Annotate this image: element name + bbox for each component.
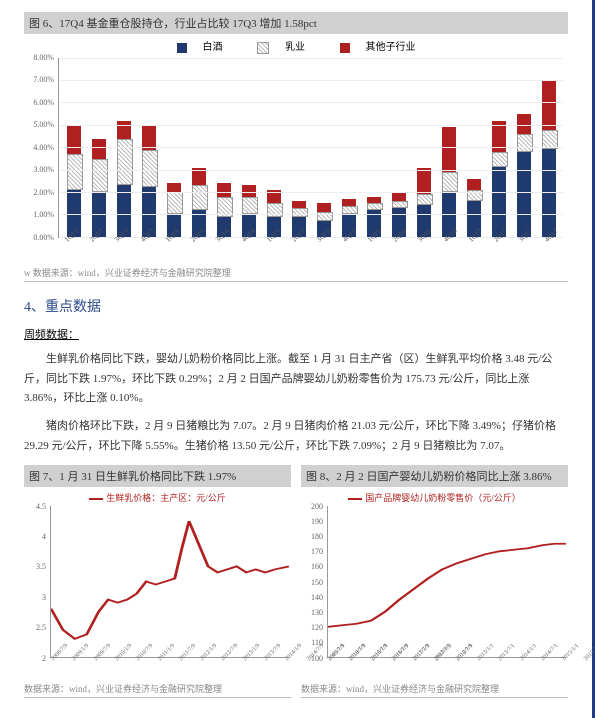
legend-label-dairy: 乳业 bbox=[285, 42, 305, 53]
subheader: 周频数据： bbox=[24, 326, 568, 342]
fig8-source: 数据来源：wind，兴业证券经济与金融研究院整理 bbox=[301, 680, 568, 698]
legend-label-other: 其他子行业 bbox=[366, 42, 416, 53]
para2: 猪肉价格环比下跌，2 月 9 日猪粮比为 7.07。2 月 9 日猪肉价格 21… bbox=[24, 417, 568, 457]
fig6-chart: 0.00%1.00%2.00%3.00%4.00%5.00%6.00%7.00%… bbox=[24, 58, 568, 258]
section4-title: 4、重点数据 bbox=[24, 296, 568, 316]
fig6-source: w 数据来源：wind，兴业证券经济与金融研究院整理 bbox=[24, 264, 568, 282]
fig7-chart: 22.533.544.5 2008/7/92009/1/92009/7/9201… bbox=[24, 506, 291, 676]
legend-box-dairy bbox=[257, 42, 269, 54]
legend-label-baijiu: 白酒 bbox=[203, 42, 223, 53]
fig6-legend: 白酒 乳业 其他子行业 bbox=[24, 38, 568, 54]
fig6-title: 图 6、17Q4 基金重仓股持仓，行业占比较 17Q3 增加 1.58pct bbox=[24, 12, 568, 34]
legend-box-other bbox=[340, 43, 350, 53]
legend-box-baijiu bbox=[177, 43, 187, 53]
para1: 生鲜乳价格同比下跌，婴幼儿奶粉价格同比上涨。截至 1 月 31 日主产省（区）生… bbox=[24, 350, 568, 409]
fig7-source: 数据来源：wind，兴业证券经济与金融研究院整理 bbox=[24, 680, 291, 698]
fig8-chart: 100110120130140150160170180190200 2009/7… bbox=[301, 506, 568, 676]
fig7-legend: 生鲜乳价格：主产区：元/公斤 bbox=[24, 491, 291, 504]
fig8-legend: 国产品牌婴幼儿奶粉零售价（元/公斤） bbox=[301, 491, 568, 504]
fig8-title: 图 8、2 月 2 日国产婴幼儿奶粉价格同比上涨 3.86% bbox=[301, 465, 568, 487]
fig7-title: 图 7、1 月 31 日生鲜乳价格同比下跌 1.97% bbox=[24, 465, 291, 487]
